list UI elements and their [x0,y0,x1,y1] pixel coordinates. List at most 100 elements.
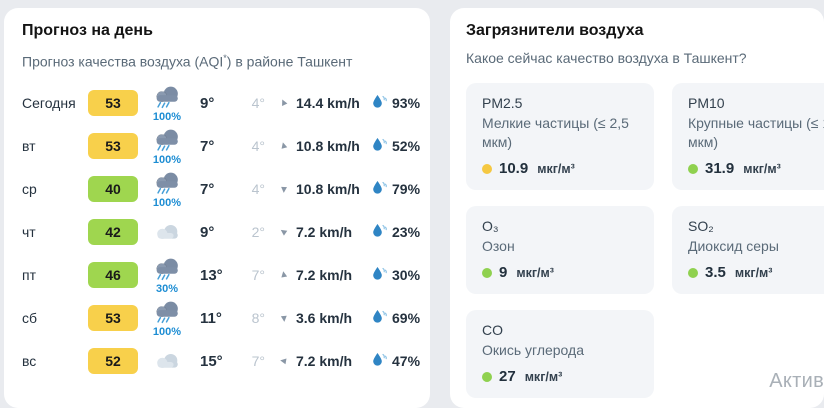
day-label: ср [22,181,37,198]
day-label: вс [22,353,37,370]
status-dot [482,163,492,174]
aqi-footnote-mark: * [223,53,227,63]
humidity-value: 79% [392,181,421,198]
forecast-row-tue[interactable]: вт 53 100% 7° 4° ▲ 10.8 km/h 52% [22,125,420,168]
windows-activation-watermark: Актив [769,370,824,392]
pollutant-card-so2: SO₂ Диоксид серы 3.5 мкг/м³ [672,206,824,294]
forecast-row-today[interactable]: Сегодня 53 100% 9° 4° ▲ 14.4 km/h 93% [22,82,420,125]
status-dot [482,371,492,382]
pollutant-description: Мелкие частицы (≤ 2,5 мкм) [482,115,629,150]
pollutants-title: Загрязнители воздуха [466,22,644,39]
temp-low: 4° [251,138,265,155]
forecast-panel: Прогноз на день Прогноз качества воздуха… [4,8,430,408]
temp-high: 11° [200,309,222,327]
humidity-icon [372,137,387,155]
status-dot [688,267,698,278]
temp-high: 7° [200,137,215,155]
forecast-subtitle: Прогноз качества воздуха (AQI*) в районе… [22,53,353,70]
rain-cloud-icon [151,256,183,282]
pollutant-unit: мкг/м³ [743,161,781,176]
wind-speed: 3.6 km/h [296,310,353,327]
precip-probability: 30% [155,282,179,295]
humidity-cell: 52% [372,137,420,155]
pollutant-description: Озон [482,238,515,254]
humidity-value: 23% [392,224,421,241]
day-label: Сегодня [22,95,76,112]
pollutant-code: PM10 [688,95,725,111]
temp-low: 8° [251,310,265,327]
wind-speed: 14.4 km/h [296,95,360,112]
humidity-cell: 30% [372,266,420,284]
pollutant-value: 10.9 [499,160,529,177]
wind-direction-icon: ▲ [276,224,291,240]
pollutant-unit: мкг/м³ [524,369,563,384]
wind-speed: 7.2 km/h [296,267,353,284]
day-label: пт [22,267,36,284]
pollutant-unit: мкг/м³ [516,265,554,280]
precip-probability: 100% [152,196,182,209]
wind-speed: 7.2 km/h [296,353,353,370]
pollutant-card-co: CO Окись углерода 27 мкг/м³ [466,310,654,398]
precip-probability: 100% [152,325,182,338]
pollutant-unit: мкг/м³ [734,265,773,280]
humidity-cell: 47% [372,352,420,370]
aqi-badge: 53 [88,90,138,117]
temp-low: 2° [251,224,265,241]
temp-high: 9° [200,223,215,241]
temp-low: 4° [251,181,265,198]
wind-direction-icon: ▲ [278,183,290,196]
humidity-icon [372,352,387,370]
aqi-badge: 46 [88,262,138,289]
precip-probability: 100% [152,153,182,166]
humidity-icon [372,266,387,284]
day-label: вт [22,138,36,155]
temp-low: 7° [251,267,265,284]
aqi-badge: 40 [88,176,138,203]
pollutant-value: 31.9 [705,160,735,177]
pollutant-code: SO₂ [688,218,714,234]
forecast-row-thu[interactable]: чт 42 9° 2° ▲ 7.2 km/h 23% [22,211,420,254]
pollutant-description: Диоксид серы [688,238,779,254]
aqi-badge: 42 [88,219,138,246]
pollutant-value: 9 [499,264,508,281]
temp-high: 13° [200,266,223,284]
temp-low: 7° [251,353,265,370]
wind-direction-icon: ▲ [277,139,291,153]
rain-cloud-icon [151,170,183,196]
humidity-value: 93% [392,95,421,112]
temp-high: 15° [200,352,223,370]
pollutants-panel: Загрязнители воздуха Какое сейчас качест… [450,8,824,408]
humidity-value: 52% [392,138,421,155]
forecast-row-fri[interactable]: пт 46 30% 13° 7° ▲ 7.2 km/h 30% [22,254,420,297]
pollutant-code: O₃ [482,218,499,234]
wind-speed: 10.8 km/h [296,181,360,198]
humidity-cell: 93% [372,94,420,112]
wind-direction-icon: ▲ [278,312,290,325]
cloud-icon [152,352,182,370]
pollutants-subtitle: Какое сейчас качество воздуха в Ташкент? [466,50,747,66]
precip-probability: 100% [152,110,182,123]
forecast-row-wed[interactable]: ср 40 100% 7° 4° ▲ 10.8 km/h 79% [22,168,420,211]
forecast-row-sun[interactable]: вс 52 15° 7° ▲ 7.2 km/h 47% [22,340,420,383]
pollutant-card-pm10: PM10 Крупные частицы (≤ 10 мкм) 31.9 мкг… [672,83,824,190]
humidity-value: 69% [392,310,421,327]
cloud-icon [152,223,182,241]
pollutant-cards: PM2.5 Мелкие частицы (≤ 2,5 мкм) 10.9 мк… [466,83,824,398]
humidity-icon [372,94,387,112]
wind-direction-icon: ▲ [277,355,290,367]
wind-direction-icon: ▲ [276,95,291,110]
wind-speed: 10.8 km/h [296,138,360,155]
pollutant-value: 27 [499,368,516,385]
humidity-icon [372,180,387,198]
rain-cloud-icon [151,84,183,110]
wind-speed: 7.2 km/h [296,224,353,241]
humidity-icon [372,309,387,327]
pollutant-unit: мкг/м³ [537,161,575,176]
pollutant-value: 3.5 [705,264,726,281]
forecast-row-sat[interactable]: сб 53 100% 11° 8° ▲ 3.6 km/h 69% [22,297,420,340]
humidity-icon [372,223,387,241]
rain-cloud-icon [151,299,183,325]
status-dot [688,163,698,174]
aqi-badge: 52 [88,348,138,375]
humidity-cell: 23% [372,223,420,241]
